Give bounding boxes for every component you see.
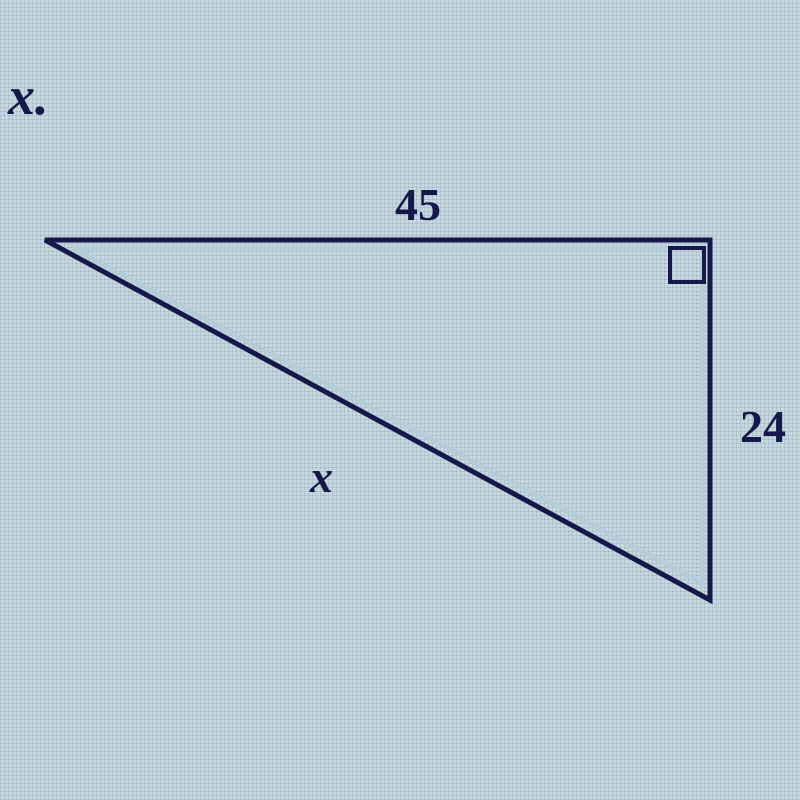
right-angle-marker — [670, 248, 704, 282]
triangle-diagram — [0, 0, 800, 800]
side-hypotenuse-label: x — [310, 450, 333, 503]
triangle-inner — [72, 248, 702, 583]
side-top-label: 45 — [395, 178, 441, 231]
prompt-label: x. — [8, 65, 49, 127]
side-right-label: 24 — [740, 400, 786, 453]
triangle-outline — [45, 240, 710, 600]
